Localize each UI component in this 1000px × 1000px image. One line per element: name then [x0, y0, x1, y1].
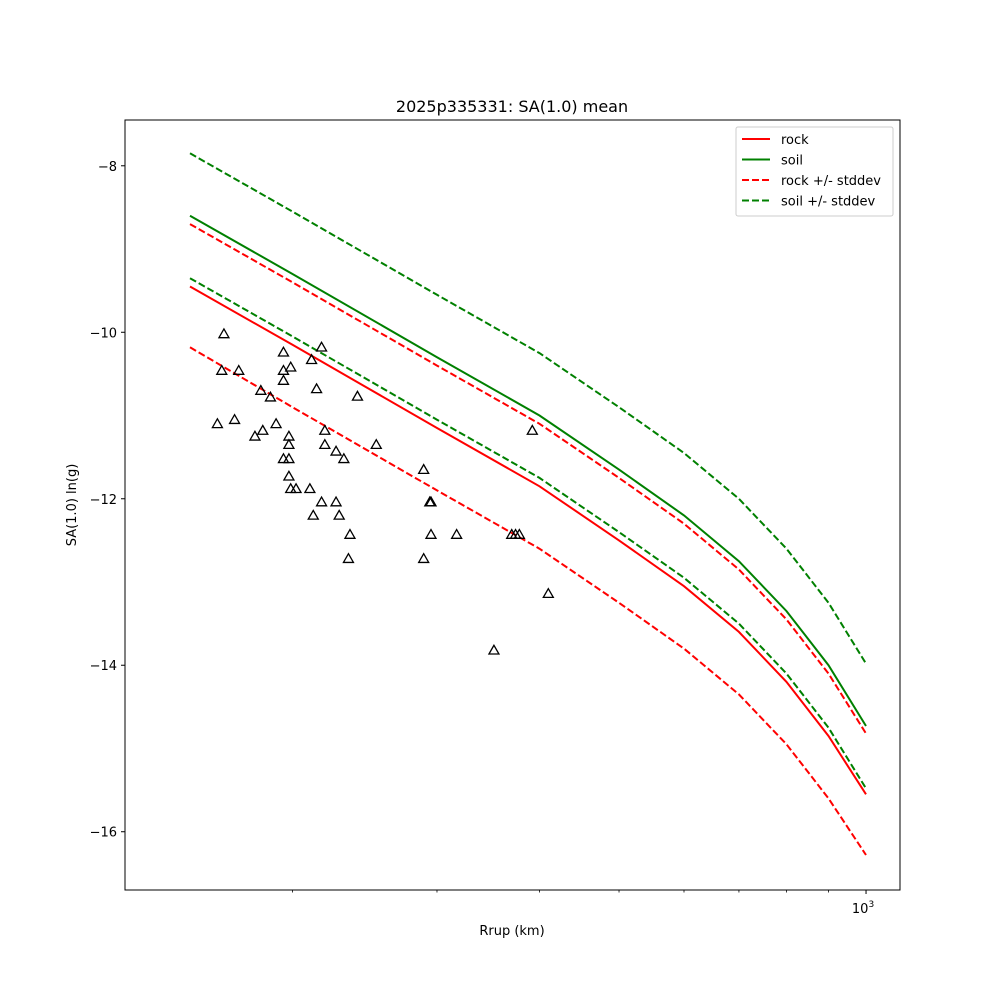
y-tick-label: −12	[90, 493, 117, 508]
observation-marker	[215, 364, 228, 375]
y-tick-label: −10	[90, 326, 117, 341]
observation-marker	[487, 643, 501, 655]
observation-marker	[248, 430, 262, 441]
observation-marker	[329, 444, 343, 456]
chart-title: 2025p335331: SA(1.0) mean	[396, 97, 628, 116]
observation-marker	[542, 587, 555, 599]
observation-marker	[277, 345, 290, 357]
y-tick-label: −14	[90, 659, 117, 674]
observation-marker	[305, 353, 318, 365]
observation-marker	[277, 374, 290, 385]
observation-points	[211, 327, 555, 655]
plot-frame	[124, 119, 901, 891]
series-line-2	[189, 223, 867, 735]
observation-marker	[307, 509, 320, 520]
legend: rock soil rock +/- stddev soil +/- stddev	[735, 126, 894, 217]
y-axis-label: SA(1.0) ln(g)	[65, 464, 80, 547]
observation-marker	[284, 360, 297, 372]
observation-marker	[333, 509, 346, 520]
observation-marker	[282, 452, 296, 464]
observation-marker	[303, 482, 316, 494]
observation-marker	[370, 438, 383, 450]
observation-marker	[318, 424, 331, 435]
plot-area	[124, 119, 901, 891]
series-line-5	[189, 277, 867, 789]
legend-label: rock	[781, 133, 809, 148]
observation-marker	[289, 482, 303, 494]
observation-marker	[417, 463, 430, 475]
observation-marker	[310, 382, 323, 394]
y-tick-label: −16	[90, 826, 117, 841]
legend-label: soil	[781, 154, 803, 169]
observation-marker	[232, 364, 245, 375]
observation-marker	[256, 424, 269, 435]
observation-marker	[424, 528, 438, 539]
observation-marker	[342, 552, 355, 564]
legend-label: soil +/- stddev	[781, 195, 876, 210]
observation-marker	[282, 469, 296, 481]
series-line-1	[189, 214, 867, 727]
observation-marker	[450, 528, 463, 539]
observation-marker	[526, 424, 539, 435]
observation-marker	[351, 390, 364, 401]
observation-marker	[315, 340, 328, 352]
observation-marker	[417, 552, 430, 564]
observation-marker	[318, 438, 331, 450]
observation-marker	[315, 495, 328, 507]
observation-marker	[228, 413, 241, 425]
observation-marker	[282, 438, 296, 450]
observation-marker	[269, 417, 283, 429]
observation-marker	[329, 495, 343, 507]
observation-marker	[264, 390, 277, 402]
observation-marker	[513, 528, 526, 539]
observation-marker	[424, 495, 438, 507]
observation-marker	[343, 528, 357, 539]
observation-marker	[337, 452, 350, 464]
series-line-4	[189, 152, 867, 665]
y-tick-label: −8	[98, 160, 117, 175]
x-tick-label: 103	[852, 900, 874, 917]
y-axis: −16 −14 −12 −10 −8	[90, 160, 125, 841]
observation-marker	[217, 327, 231, 339]
legend-box	[735, 126, 894, 217]
x-axis: 103	[292, 890, 874, 917]
observation-marker	[211, 417, 224, 429]
x-axis-label: Rrup (km)	[479, 924, 544, 939]
observation-marker	[254, 384, 267, 395]
series-line-0	[189, 285, 867, 795]
series-line-3	[189, 346, 867, 856]
legend-label: rock +/- stddev	[781, 174, 881, 189]
